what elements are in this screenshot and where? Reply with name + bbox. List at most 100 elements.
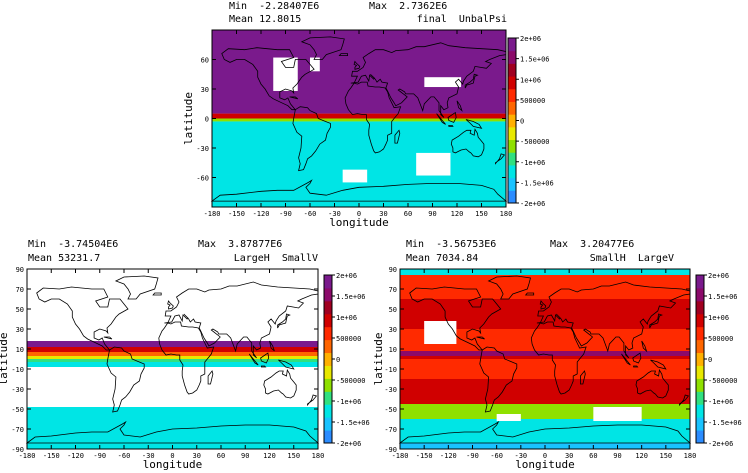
x-axis-label: longitude <box>329 216 389 229</box>
continent-outline <box>448 125 454 127</box>
x-tick-label: 180 <box>684 452 697 460</box>
panel-smallh-largev: Min -3.56753E6 Max 3.20477E6 Mean 7034.8… <box>372 236 748 473</box>
continent-outline <box>207 370 214 385</box>
y-tick-label: 50 <box>389 306 397 314</box>
x-tick-label: -30 <box>328 210 341 218</box>
continent-outline <box>465 119 483 129</box>
colorbar-segment <box>508 152 516 166</box>
y-tick-label: 0 <box>205 116 209 124</box>
continent-outline <box>353 60 361 70</box>
continent-outline <box>539 300 547 310</box>
field-band <box>27 359 318 362</box>
continent-outline <box>632 352 642 364</box>
x-tick-label: -180 <box>392 452 409 460</box>
y-tick-label: 70 <box>16 286 24 294</box>
colorbar-tick-label: 0 <box>708 356 712 364</box>
y-axis-label: latitude <box>182 92 195 145</box>
colorbar-tick-label: -1e+06 <box>520 159 545 167</box>
x-tick-label: -120 <box>253 210 270 218</box>
field-band <box>27 407 318 449</box>
colorbar-tick-label: -1e+06 <box>336 398 361 406</box>
colorbar-segment <box>324 275 332 289</box>
heatmap-plot: -180 -150 -120 -90 -60 -30 0 30 60 90 120 150 180 90 7… <box>0 266 370 471</box>
x-tick-label: 30 <box>379 210 387 218</box>
panel-title: SmallH LargeV <box>589 253 674 264</box>
colorbar-segment <box>324 326 332 341</box>
heatmap-plot: -180 -150 -120 -90 -60 -30 0 30 60 90 120 150 180 90 7… <box>372 266 742 471</box>
colorbar-tick-label: -1.5e+06 <box>336 419 370 427</box>
continent-outline <box>263 368 297 399</box>
field-band <box>400 356 690 359</box>
colorbar-tick-label: 1e+06 <box>708 314 729 322</box>
colorbar-tick-label: 500000 <box>520 97 545 105</box>
x-tick-label: 0 <box>357 210 361 218</box>
x-tick-label: 90 <box>241 452 249 460</box>
continent-outline <box>36 286 129 351</box>
continent-outline <box>641 340 648 353</box>
x-tick-label: -60 <box>118 452 131 460</box>
x-tick-label: 150 <box>475 210 488 218</box>
y-tick-label: -90 <box>384 446 397 454</box>
x-tick-label: -150 <box>228 210 245 218</box>
stat-mean: Mean 12.8015 <box>229 14 302 25</box>
y-tick-label: -60 <box>196 175 209 183</box>
colorbar-segment <box>508 139 516 153</box>
x-tick-label: 60 <box>217 452 225 460</box>
continent-outline <box>456 100 463 112</box>
field-band <box>212 113 506 119</box>
colorbar-tick-label: -1e+06 <box>708 398 733 406</box>
missing-data-region <box>273 57 298 91</box>
continent-outline <box>221 47 315 111</box>
panel-title: LargeH SmallV <box>233 253 318 264</box>
colorbar-tick-label: 0 <box>520 118 524 126</box>
missing-data-region <box>593 407 642 421</box>
x-tick-label: -30 <box>515 452 528 460</box>
continent-outline <box>633 365 639 368</box>
continent-outline <box>394 129 401 144</box>
missing-data-region <box>424 77 462 88</box>
colorbar-segment <box>696 352 704 366</box>
x-tick-label: -90 <box>279 210 292 218</box>
stat-max: Max 3.87877E6 <box>198 239 283 250</box>
stat-min: Min -3.56753E6 <box>406 239 497 250</box>
y-tick-label: 60 <box>201 57 209 65</box>
colorbar-segment <box>696 326 704 341</box>
colorbar-segment <box>324 287 332 302</box>
field-band <box>400 404 690 419</box>
continent-outline <box>450 128 485 158</box>
colorbar-segment <box>696 300 704 315</box>
colorbar-segment <box>696 365 704 379</box>
colorbar-tick-label: 1.5e+06 <box>708 293 738 301</box>
colorbar-tick-label: -2e+06 <box>520 200 545 208</box>
x-tick-label: -60 <box>304 210 317 218</box>
x-axis-label: longitude <box>515 458 575 471</box>
field-band <box>212 121 506 207</box>
continent-outline <box>679 394 690 407</box>
continent-outline <box>524 292 535 296</box>
continent-outline <box>103 336 113 340</box>
colorbar-segment <box>696 404 704 418</box>
y-tick-label: -10 <box>11 366 24 374</box>
x-tick-label: -120 <box>67 452 84 460</box>
x-tick-label: 120 <box>451 210 464 218</box>
y-tick-label: -10 <box>384 366 397 374</box>
colorbar-tick-label: 2e+06 <box>520 35 541 43</box>
missing-data-region <box>496 414 521 421</box>
colorbar-tick-label: 500000 <box>708 335 733 343</box>
y-tick-label: -70 <box>11 426 24 434</box>
colorbar-segment <box>696 417 704 431</box>
continent-outline <box>152 292 162 296</box>
colorbar-segment <box>508 50 516 64</box>
y-axis-label: latitude <box>372 333 385 386</box>
y-tick-label: 10 <box>16 346 24 354</box>
continent-outline <box>580 370 586 385</box>
field-band <box>27 341 318 347</box>
continent-outline <box>398 420 692 444</box>
y-axis-label: latitude <box>0 333 10 386</box>
colorbar-segment <box>508 126 516 141</box>
y-tick-label: -90 <box>11 446 24 454</box>
colorbar-segment <box>696 275 704 289</box>
continent-outline <box>350 42 507 118</box>
colorbar-segment <box>696 339 704 354</box>
y-tick-label: -70 <box>384 426 397 434</box>
